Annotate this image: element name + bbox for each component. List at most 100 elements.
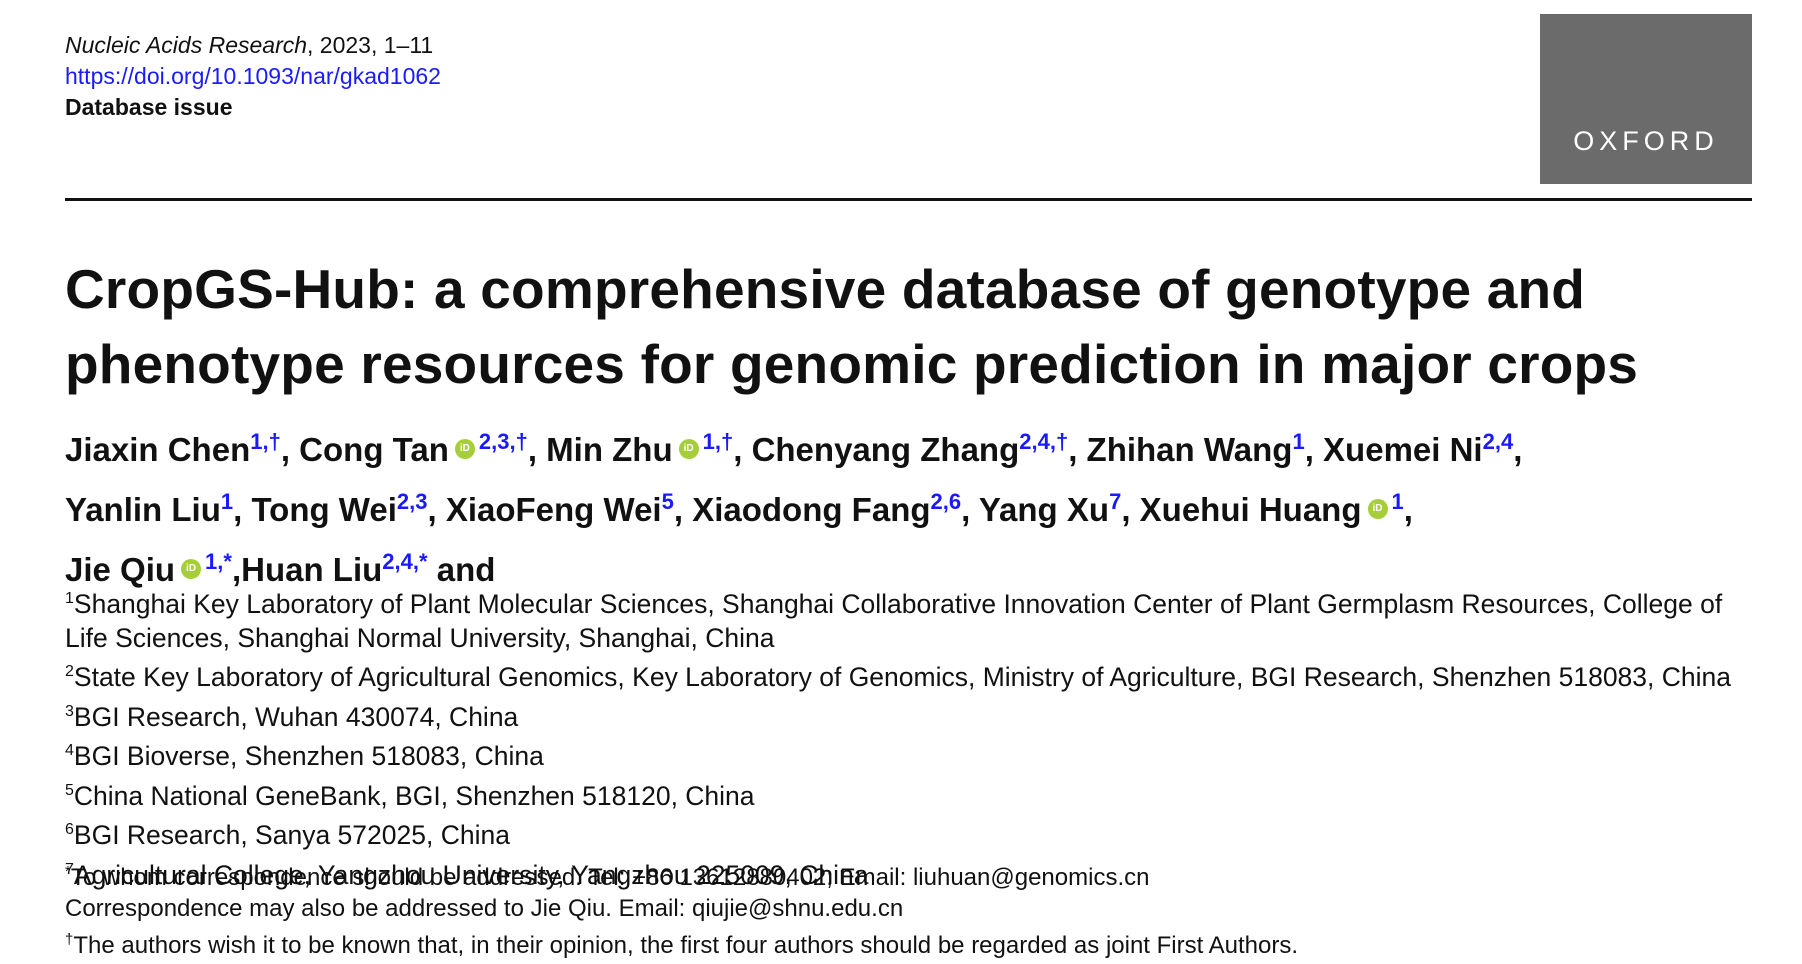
affiliation-number: 5 (65, 781, 74, 799)
affiliation-text: BGI Bioverse, Shenzhen 518083, China (73, 741, 544, 771)
author-name: Xiaodong Fang (692, 491, 931, 528)
author-name: Huan Liu (241, 551, 383, 588)
affiliation-item: 3BGI Research, Wuhan 430074, China (65, 695, 1765, 735)
orcid-icon[interactable]: iD (181, 559, 202, 579)
correspondence-note: †The authors wish it to be known that, i… (65, 924, 1765, 961)
affiliation-text: Agricultural College, Yangzhou Universit… (73, 859, 869, 890)
author-affiliation-marks[interactable]: 1,* (205, 549, 232, 574)
correspondence-note: *To whom correspondence should be addres… (65, 856, 1765, 893)
correspondence-mark: * (65, 863, 71, 880)
journal-info: Nucleic Acids Research, 2023, 1–11 https… (65, 30, 441, 123)
author-affiliation-marks[interactable]: 1 (220, 489, 234, 514)
author: Xuehui Huang iD 1 (1139, 489, 1404, 528)
paper-title: CropGS-Hub: a comprehensive database of … (65, 258, 1639, 395)
oxford-logo-text: OXFORD (1573, 126, 1719, 156)
issue-type: Database issue (65, 94, 233, 120)
affiliation-number: 7 (65, 860, 74, 878)
orcid-icon[interactable]: iD (454, 439, 475, 459)
author-name: Xuehui Huang (1139, 491, 1362, 528)
author-name: Chenyang Zhang (751, 431, 1020, 468)
orcid-icon[interactable]: iD (678, 439, 699, 459)
correspondence-mark: † (65, 931, 74, 948)
author: Yang Xu7 (978, 489, 1122, 528)
affiliation-text: State Key Laboratory of Agricultural Gen… (73, 662, 1731, 692)
author-separator: , (233, 491, 252, 528)
author-affiliation-marks[interactable]: 2,3 (396, 489, 428, 514)
author-affiliation-marks[interactable]: 2,4 (1482, 429, 1514, 454)
author: Cong Tan iD 2,3,† (299, 429, 528, 468)
author-separator: , (1121, 491, 1140, 528)
author: Zhihan Wang1 (1086, 429, 1305, 468)
author-separator: , (733, 431, 752, 468)
author-separator: , (1304, 431, 1324, 468)
author-separator: and (427, 551, 496, 588)
affiliation-number: 4 (65, 742, 74, 759)
author-affiliation-marks[interactable]: 1,† (250, 429, 281, 454)
author-separator: , (961, 491, 979, 528)
author: Huan Liu2,4,* (241, 549, 428, 588)
affiliation-number: 3 (65, 702, 74, 720)
author-name: Cong Tan (299, 431, 449, 468)
author-affiliation-marks[interactable]: 1,† (702, 429, 734, 454)
author-separator: , (1068, 431, 1087, 468)
affiliation-item: 7Agricultural College, Yangzhou Universi… (65, 853, 1765, 893)
author-affiliation-marks[interactable]: 1 (1391, 489, 1404, 514)
author-separator: , (673, 491, 693, 528)
author: Min Zhu iD 1,† (546, 429, 734, 468)
author-name: XiaoFeng Wei (445, 491, 662, 528)
affiliation-item: 1Shanghai Key Laboratory of Plant Molecu… (65, 582, 1765, 655)
author: Xiaodong Fang2,6 (692, 489, 962, 528)
author-affiliation-marks[interactable]: 2,6 (930, 489, 962, 514)
affiliation-item: 2State Key Laboratory of Agricultural Ge… (65, 655, 1765, 695)
correspondence-text: To whom correspondence should be address… (70, 864, 1150, 891)
author: Jiaxin Chen1,† (65, 429, 281, 468)
correspondence-note: Correspondence may also be addressed to … (65, 893, 1765, 924)
author: Yanlin Liu1 (65, 489, 234, 528)
affiliation-number: 6 (65, 821, 74, 838)
header-divider (65, 198, 1752, 201)
author-separator: , (427, 491, 446, 528)
author-name: Tong Wei (251, 491, 397, 528)
affiliation-text: Shanghai Key Laboratory of Plant Molecul… (65, 589, 1723, 653)
affiliation-number: 1 (65, 590, 74, 607)
author-name: Zhihan Wang (1086, 431, 1293, 468)
affiliation-text: BGI Research, Wuhan 430074, China (73, 701, 519, 732)
oxford-logo[interactable]: OXFORD (1540, 14, 1752, 184)
author-separator: , (1513, 431, 1523, 468)
affiliation-item: 4BGI Bioverse, Shenzhen 518083, China (65, 734, 1765, 774)
orcid-icon[interactable]: iD (1367, 499, 1388, 519)
author-separator: , (231, 551, 242, 588)
author: Chenyang Zhang2,4,† (751, 429, 1069, 468)
author: Jie Qiu iD 1,* (65, 549, 232, 588)
affiliation-text: China National GeneBank, BGI, Shenzhen 5… (73, 780, 755, 811)
affiliation-list: 1Shanghai Key Laboratory of Plant Molecu… (65, 582, 1765, 892)
author-affiliation-marks[interactable]: 2,4,* (382, 549, 428, 574)
affiliation-item: 5China National GeneBank, BGI, Shenzhen … (65, 774, 1765, 814)
affiliation-item: 6BGI Research, Sanya 572025, China (65, 813, 1765, 853)
journal-year-pages: , 2023, 1–11 (307, 32, 434, 58)
author-name: Yanlin Liu (65, 491, 221, 528)
author-separator: , (1403, 491, 1413, 528)
author-affiliation-marks[interactable]: 7 (1109, 489, 1122, 514)
author: Tong Wei2,3 (251, 489, 428, 528)
correspondence-notes: *To whom correspondence should be addres… (65, 856, 1765, 961)
correspondence-text: The authors wish it to be known that, in… (73, 932, 1299, 959)
doi-link[interactable]: https://doi.org/10.1093/nar/gkad1062 (65, 63, 441, 89)
author-name: Jiaxin Chen (65, 431, 251, 468)
author-list: Jiaxin Chen1,†, Cong Tan iD 2,3,†, Min Zhu… (65, 416, 1765, 596)
author: XiaoFeng Wei5 (445, 489, 674, 528)
author-affiliation-marks[interactable]: 2,3,† (478, 429, 528, 454)
author-name: Yang Xu (978, 491, 1110, 528)
journal-name: Nucleic Acids Research (65, 32, 308, 58)
author: Xuemei Ni2,4 (1323, 429, 1514, 468)
author-separator: , (527, 431, 547, 468)
author-affiliation-marks[interactable]: 2,4,† (1019, 429, 1069, 454)
journal-citation: Nucleic Acids Research, 2023, 1–11 (65, 30, 441, 61)
author-name: Jie Qiu (65, 551, 176, 588)
author-separator: , (280, 431, 300, 468)
affiliation-text: BGI Research, Sanya 572025, China (73, 820, 510, 850)
correspondence-text: Correspondence may also be addressed to … (65, 895, 904, 922)
author-affiliation-marks[interactable]: 5 (661, 489, 674, 514)
author-affiliation-marks[interactable]: 1 (1292, 429, 1305, 454)
author-name: Min Zhu (546, 431, 673, 468)
